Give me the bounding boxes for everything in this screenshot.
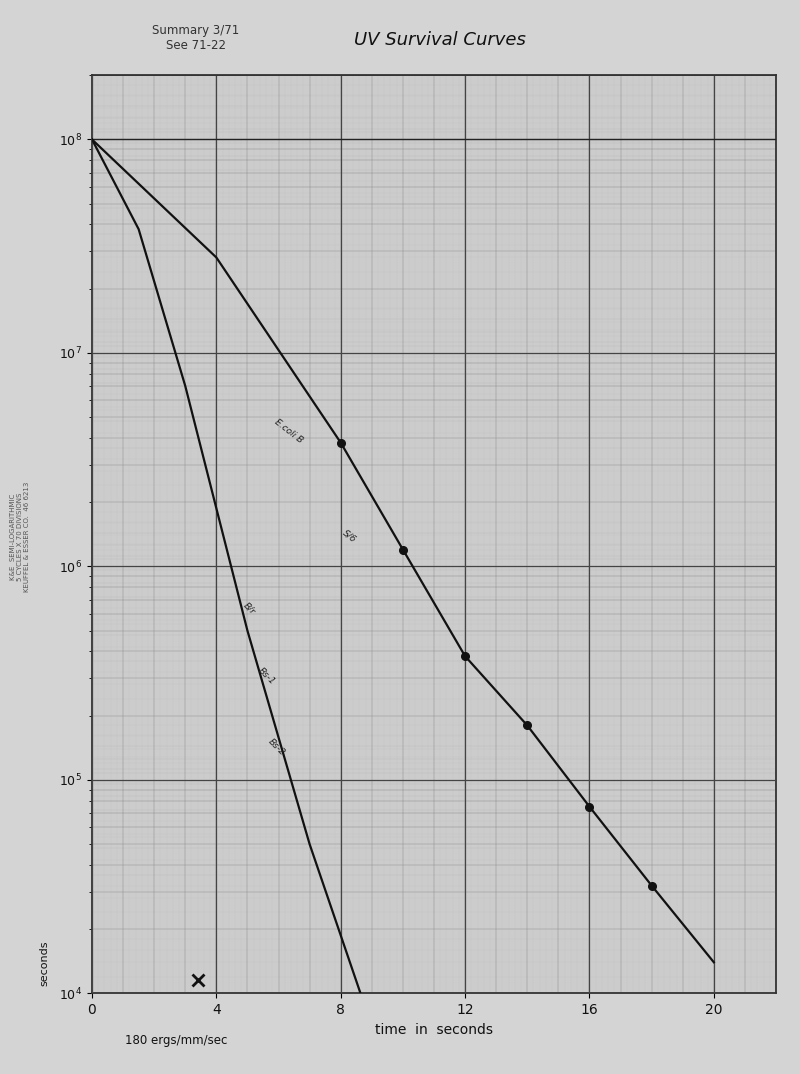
Text: E.coli B: E.coli B [272, 417, 304, 445]
Text: 180 ergs/mm/sec: 180 ergs/mm/sec [125, 1034, 227, 1047]
Text: Summary 3/71: Summary 3/71 [152, 25, 240, 38]
Text: UV Survival Curves: UV Survival Curves [354, 31, 526, 49]
Text: seconds: seconds [39, 941, 49, 986]
Text: B/r: B/r [242, 600, 257, 615]
Text: S/6: S/6 [341, 528, 358, 545]
Text: See 71-22: See 71-22 [166, 40, 226, 53]
X-axis label: time  in  seconds: time in seconds [375, 1022, 493, 1036]
Text: K&E  SEMI-LOGARITHMIC
5 CYCLES X 70 DIVISIONS
KEUFFEL & ESSER CO.  46 6213: K&E SEMI-LOGARITHMIC 5 CYCLES X 70 DIVIS… [10, 482, 30, 592]
Text: Bs-2: Bs-2 [266, 737, 286, 757]
Text: Bs-1: Bs-1 [257, 666, 277, 686]
